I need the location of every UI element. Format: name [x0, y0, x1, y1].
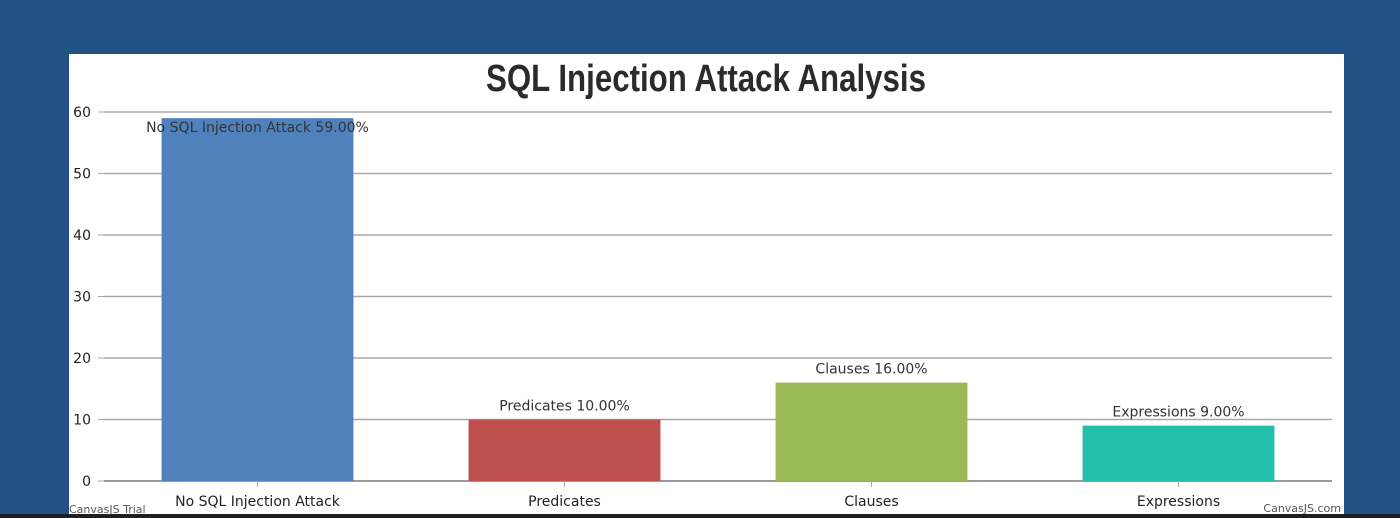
data-label-1: Predicates 10.00% — [499, 399, 630, 415]
bar-2 — [775, 382, 968, 481]
y-tick-label-30: 30 — [73, 290, 91, 306]
y-tick-label-60: 60 — [73, 105, 91, 121]
bottom-strip — [0, 514, 1400, 518]
data-labels: No SQL Injection Attack 59.00% Predicates… — [146, 120, 1244, 421]
y-tick-label-10: 10 — [73, 413, 91, 429]
y-tick-label-50: 50 — [73, 167, 91, 183]
y-axis-ticks: 0 10 20 30 40 50 60 — [73, 105, 91, 490]
category-label-1: Predicates — [528, 494, 601, 510]
data-label-0: No SQL Injection Attack 59.00% — [146, 120, 369, 136]
data-label-2: Clauses 16.00% — [815, 362, 927, 378]
bar-0 — [161, 118, 354, 482]
category-label-2: Clauses — [844, 494, 898, 510]
y-tick-label-0: 0 — [82, 474, 91, 490]
bar-1 — [468, 419, 661, 481]
canvasjs-trial-credit[interactable]: CanvasJS Trial — [69, 503, 146, 516]
canvasjs-site-credit[interactable]: CanvasJS.com — [1263, 502, 1341, 515]
x-axis-categories: No SQL Injection Attack Predicates Clauses… — [175, 494, 1220, 510]
category-label-3: Expressions — [1137, 494, 1220, 510]
y-tick-label-40: 40 — [73, 228, 91, 244]
bars — [161, 118, 1275, 487]
bar-3 — [1082, 425, 1275, 481]
category-label-0: No SQL Injection Attack — [175, 494, 341, 510]
chart-title: SQL Injection Attack Analysis — [486, 58, 926, 100]
data-label-3: Expressions 9.00% — [1112, 405, 1244, 421]
y-tick-label-20: 20 — [73, 351, 91, 367]
